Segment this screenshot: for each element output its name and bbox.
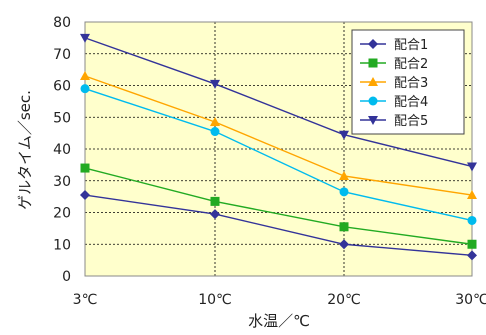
series-line-1 — [84, 194, 473, 257]
x-tick-label: 20℃ — [327, 292, 361, 308]
series-1-point — [210, 209, 220, 220]
y-tick-label: 30 — [53, 174, 71, 190]
series-3-point — [80, 70, 90, 80]
y-tick-label: 80 — [53, 15, 71, 31]
series-5-point — [210, 79, 220, 89]
x-tick-label: 30℃ — [455, 292, 486, 308]
x-tick-label: 3℃ — [73, 292, 98, 308]
legend-marker — [368, 116, 378, 125]
series-2-point — [339, 222, 349, 232]
series-5-point — [80, 33, 90, 43]
series-3-point — [210, 117, 220, 127]
y-tick-label: 60 — [53, 79, 71, 95]
series-1-point — [80, 190, 90, 201]
series-5-point — [467, 162, 477, 172]
series-4-point — [80, 84, 90, 94]
series-4-point — [467, 215, 477, 225]
series-line-4 — [84, 88, 473, 222]
x-tick-label: 10℃ — [198, 292, 232, 308]
series-3-point — [467, 190, 477, 200]
series-2-point — [467, 239, 477, 249]
series-line-3 — [84, 75, 473, 196]
legend-label: 配合5 — [394, 114, 428, 129]
series-line-5 — [84, 37, 473, 168]
series-1-point — [467, 250, 477, 261]
plot-frame — [84, 21, 473, 277]
y-tick-label: 10 — [53, 237, 71, 253]
legend-label: 配合3 — [394, 76, 428, 91]
series-1-point — [339, 239, 349, 250]
y-axis-title: ゲルタイム／sec. — [16, 90, 34, 210]
y-tick-label: 70 — [53, 47, 71, 63]
legend-marker — [368, 77, 378, 86]
series-4-point — [210, 127, 220, 137]
y-tick-label: 0 — [62, 269, 71, 285]
y-tick-label: 40 — [53, 142, 71, 158]
legend-label: 配合4 — [394, 95, 428, 110]
series-2-point — [210, 196, 220, 206]
series-3-point — [339, 170, 349, 180]
series-5-point — [339, 130, 349, 140]
legend-label: 配合2 — [394, 57, 428, 72]
legend-marker — [368, 96, 378, 106]
series-4-point — [339, 187, 349, 197]
y-tick-label: 20 — [53, 206, 71, 222]
series-2-point — [80, 163, 90, 173]
y-tick-label: 50 — [53, 110, 71, 126]
legend-marker — [368, 39, 378, 49]
legend-marker — [368, 58, 378, 68]
legend-label: 配合1 — [394, 38, 428, 53]
x-axis-title: 水温／℃ — [248, 312, 310, 330]
series-line-2 — [84, 167, 473, 245]
